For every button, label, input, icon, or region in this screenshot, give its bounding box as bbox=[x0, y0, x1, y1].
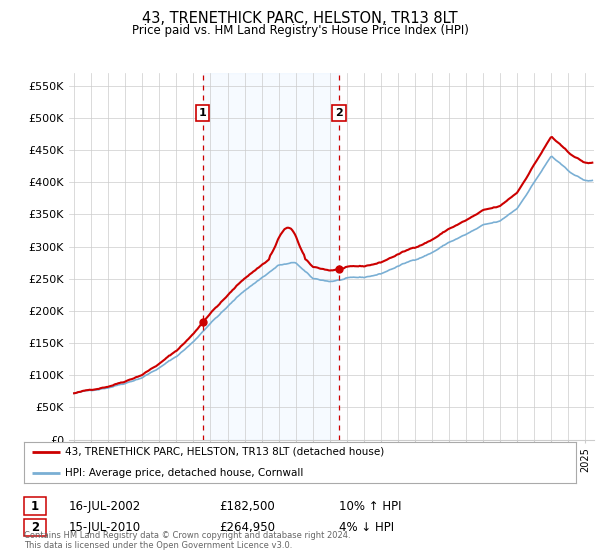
Text: 15-JUL-2010: 15-JUL-2010 bbox=[69, 521, 141, 534]
Text: HPI: Average price, detached house, Cornwall: HPI: Average price, detached house, Corn… bbox=[65, 468, 304, 478]
Text: 2: 2 bbox=[335, 108, 343, 118]
Text: 1: 1 bbox=[31, 500, 39, 513]
Text: 43, TRENETHICK PARC, HELSTON, TR13 8LT: 43, TRENETHICK PARC, HELSTON, TR13 8LT bbox=[142, 11, 458, 26]
Text: 2: 2 bbox=[31, 521, 39, 534]
Text: £182,500: £182,500 bbox=[219, 500, 275, 513]
Text: 1: 1 bbox=[199, 108, 206, 118]
Text: 10% ↑ HPI: 10% ↑ HPI bbox=[339, 500, 401, 513]
Text: Contains HM Land Registry data © Crown copyright and database right 2024.
This d: Contains HM Land Registry data © Crown c… bbox=[24, 530, 350, 550]
Text: £264,950: £264,950 bbox=[219, 521, 275, 534]
Bar bbox=[203, 73, 339, 440]
Text: Price paid vs. HM Land Registry's House Price Index (HPI): Price paid vs. HM Land Registry's House … bbox=[131, 24, 469, 36]
Text: 16-JUL-2002: 16-JUL-2002 bbox=[69, 500, 141, 513]
Text: 43, TRENETHICK PARC, HELSTON, TR13 8LT (detached house): 43, TRENETHICK PARC, HELSTON, TR13 8LT (… bbox=[65, 447, 385, 456]
Text: 4% ↓ HPI: 4% ↓ HPI bbox=[339, 521, 394, 534]
